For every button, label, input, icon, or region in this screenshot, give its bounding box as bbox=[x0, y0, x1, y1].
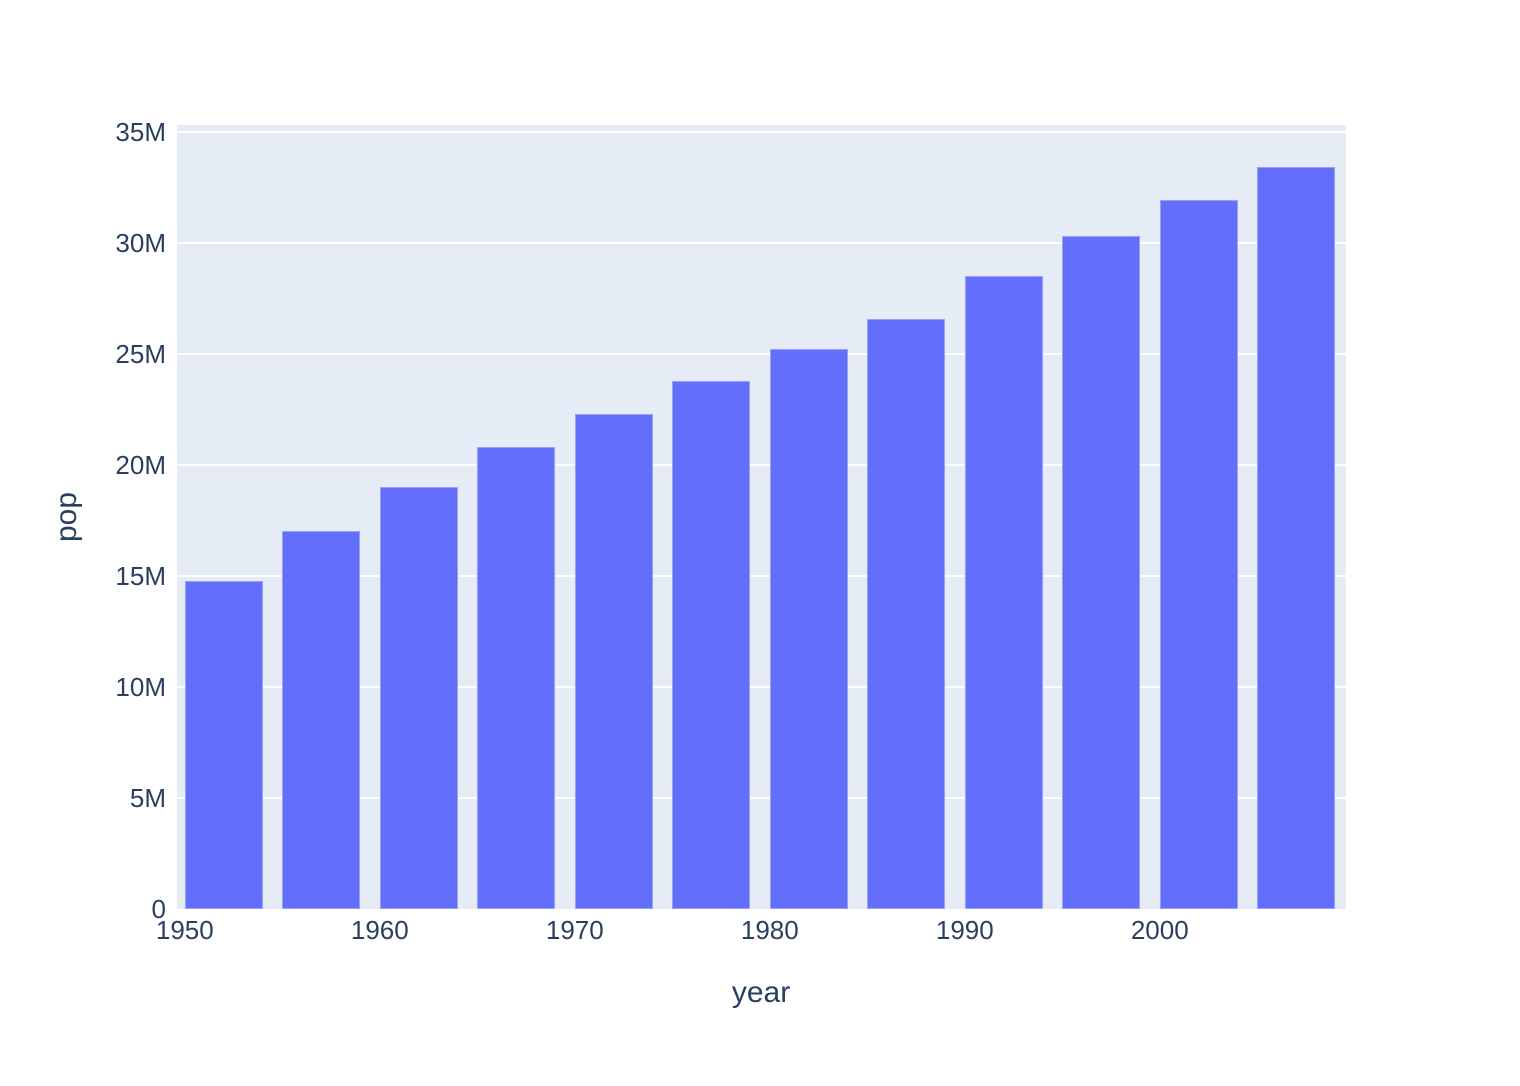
y-tick-10M: 10M bbox=[115, 671, 166, 702]
y-tick-25M: 25M bbox=[115, 338, 166, 369]
bar-1987[interactable] bbox=[867, 319, 946, 909]
y-tick-30M: 30M bbox=[115, 227, 166, 258]
gridline-35M bbox=[177, 130, 1346, 133]
bar-1952[interactable] bbox=[184, 580, 263, 909]
bar-2002[interactable] bbox=[1159, 200, 1238, 909]
y-tick-5M: 5M bbox=[129, 782, 166, 813]
gridline-25M bbox=[177, 352, 1346, 355]
bar-1972[interactable] bbox=[574, 414, 653, 909]
gridline-20M bbox=[177, 463, 1346, 466]
bar-1997[interactable] bbox=[1062, 235, 1141, 909]
bar-2007[interactable] bbox=[1257, 167, 1336, 909]
plot-area[interactable] bbox=[177, 125, 1346, 909]
y-axis-title: pop bbox=[50, 491, 83, 543]
x-axis-title: year bbox=[731, 976, 791, 1009]
y-tick-20M: 20M bbox=[115, 449, 166, 480]
bar-1992[interactable] bbox=[964, 275, 1043, 909]
x-tick-1990: 1990 bbox=[935, 915, 994, 945]
gridline-5M bbox=[177, 796, 1346, 799]
gridline-10M bbox=[177, 685, 1346, 688]
x-tick-1960: 1960 bbox=[350, 915, 409, 945]
x-tick-1980: 1980 bbox=[740, 915, 799, 945]
bar-1967[interactable] bbox=[477, 446, 556, 909]
y-tick-35M: 35M bbox=[115, 116, 166, 147]
y-tick-15M: 15M bbox=[115, 560, 166, 591]
bar-1957[interactable] bbox=[282, 531, 361, 909]
bar-1962[interactable] bbox=[379, 487, 458, 909]
bar-1982[interactable] bbox=[769, 349, 848, 909]
gridline-15M bbox=[177, 574, 1346, 577]
x-tick-1950: 1950 bbox=[155, 915, 214, 945]
y-tick-0: 0 bbox=[151, 894, 166, 924]
gridline-30M bbox=[177, 241, 1346, 244]
bar-1977[interactable] bbox=[672, 380, 751, 909]
x-tick-2000: 2000 bbox=[1130, 915, 1189, 945]
x-tick-1970: 1970 bbox=[545, 915, 604, 945]
